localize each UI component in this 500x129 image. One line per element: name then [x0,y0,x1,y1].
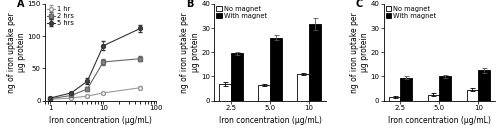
Bar [298,74,309,101]
Bar [258,85,270,101]
Y-axis label: ng of iron uptake per
μg protein: ng of iron uptake per μg protein [180,12,200,93]
Bar [220,84,231,101]
Bar [388,97,400,101]
Y-axis label: ng of iron uptake per
μg protein: ng of iron uptake per μg protein [350,12,369,93]
X-axis label: Iron concentration (μg/mL): Iron concentration (μg/mL) [50,116,152,125]
Bar [270,38,281,101]
Bar [466,90,478,101]
Text: B: B [186,0,194,9]
Y-axis label: ng of iron uptake per
μg protein: ng of iron uptake per μg protein [6,12,26,93]
Text: A: A [17,0,24,9]
X-axis label: Iron concentration (μg/mL): Iron concentration (μg/mL) [218,116,322,125]
Bar [309,24,320,101]
Bar [478,70,490,101]
Legend: No magnet, With magnet: No magnet, With magnet [216,5,268,19]
Legend: No magnet, With magnet: No magnet, With magnet [385,5,436,19]
Text: C: C [356,0,363,9]
Bar [440,76,451,101]
Bar [231,53,242,101]
Legend: 1 hr, 2 hrs, 5 hrs: 1 hr, 2 hrs, 5 hrs [46,5,74,27]
Bar [400,78,412,101]
X-axis label: Iron concentration (μg/mL): Iron concentration (μg/mL) [388,116,490,125]
Bar [428,95,440,101]
